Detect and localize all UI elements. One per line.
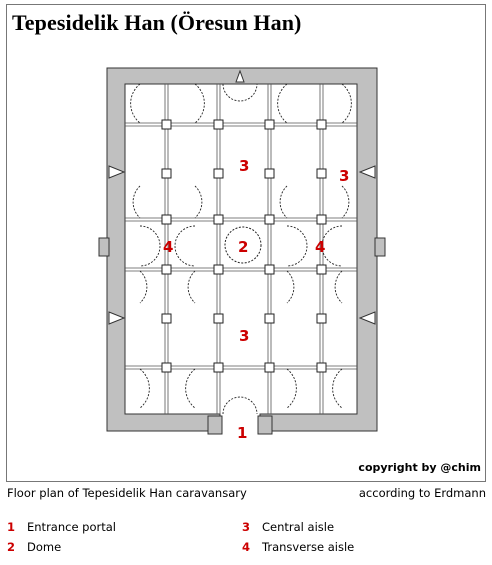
floor-plan: 3 3 4 2 4 3 1 [98, 67, 386, 442]
copyright-note: copyright by @chim [358, 461, 481, 474]
piers [161, 119, 327, 373]
portal-left [207, 415, 223, 435]
page-title: Tepesidelik Han (Öresun Han) [12, 10, 302, 35]
legend-number: 4 [242, 540, 251, 554]
legend-number: 3 [242, 520, 251, 534]
label-transverse-right: 4 [315, 238, 325, 256]
portal-right [257, 415, 273, 435]
figure-source: according to Erdmann [358, 486, 486, 500]
legend-item-transverse-aisle: 4 Transverse aisle [242, 540, 354, 554]
label-entrance: 1 [237, 424, 247, 442]
figure-caption: Floor plan of Tepesidelik Han caravansar… [7, 486, 247, 500]
niche-right-lower [358, 311, 376, 325]
niche-right-upper [358, 165, 376, 179]
legend-item-central-aisle: 3 Central aisle [242, 520, 334, 534]
legend-item-dome: 2 Dome [7, 540, 61, 554]
legend-item-entrance: 1 Entrance portal [7, 520, 116, 534]
niche-left-upper [108, 165, 126, 179]
label-central-aisle-bottom: 3 [239, 327, 249, 345]
projection-right [374, 237, 386, 257]
niche-left-lower [108, 311, 126, 325]
legend-number: 2 [7, 540, 16, 554]
legend-label: Transverse aisle [262, 540, 355, 554]
legend-label: Entrance portal [27, 520, 116, 534]
legend-number: 1 [7, 520, 16, 534]
label-aisle-right: 3 [339, 167, 349, 185]
label-dome: 2 [238, 238, 248, 256]
legend-label: Dome [27, 540, 62, 554]
niche-top [235, 69, 245, 83]
label-central-aisle-top: 3 [239, 157, 249, 175]
vault-arcs [130, 83, 352, 415]
central-dome [224, 226, 262, 264]
legend-label: Central aisle [262, 520, 335, 534]
label-transverse-left: 4 [163, 238, 173, 256]
projection-left [98, 237, 110, 257]
